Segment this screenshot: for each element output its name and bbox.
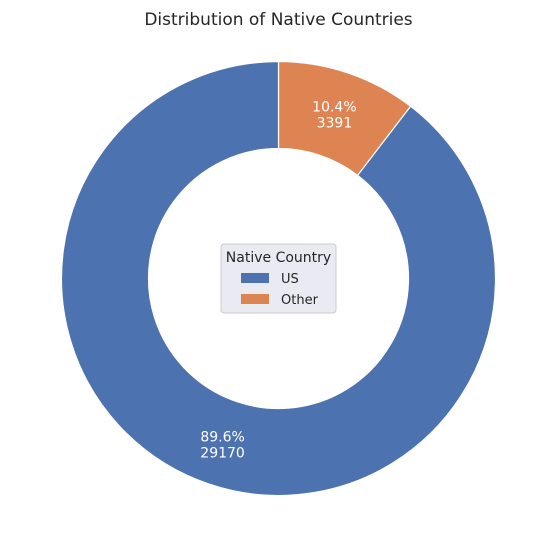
slice-percent-label-us: 89.6% xyxy=(200,429,244,445)
slice-percent-label-other: 10.4% xyxy=(312,100,356,116)
legend-title: Native Country xyxy=(226,250,331,266)
labels-layer: 10.4%3391 89.6%29170 xyxy=(200,100,356,462)
slice-value-label-other: 3391 xyxy=(317,116,353,132)
chart-title: Distribution of Native Countries xyxy=(144,10,413,30)
legend-swatch-other xyxy=(241,294,269,304)
slices-layer xyxy=(60,60,497,497)
slice-us xyxy=(60,60,497,497)
legend-label-us: US xyxy=(281,272,299,287)
legend-label-other: Other xyxy=(281,293,319,308)
legend: Native Country US Other xyxy=(220,243,337,314)
slice-value-label-us: 29170 xyxy=(200,445,245,461)
legend-swatch-us xyxy=(241,273,269,283)
